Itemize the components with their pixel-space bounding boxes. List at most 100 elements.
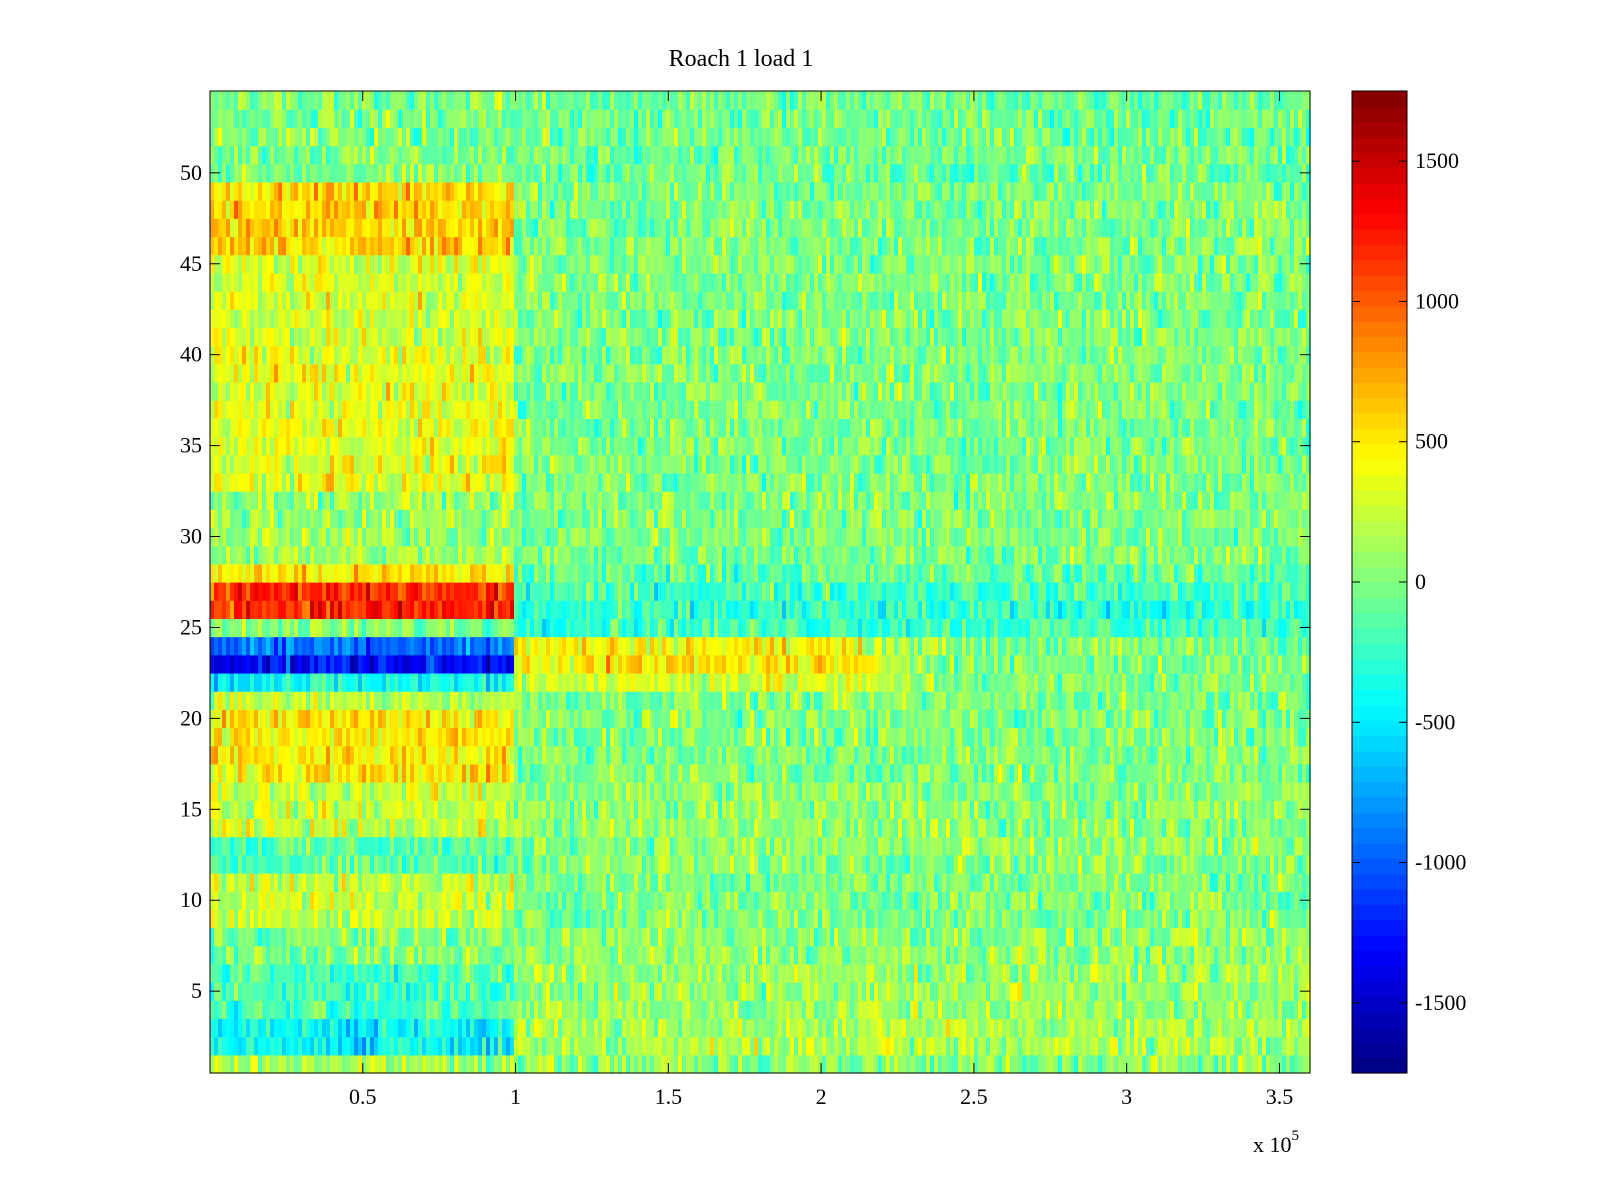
heatmap-cell — [662, 872, 667, 892]
heatmap-cell — [1174, 963, 1179, 983]
heatmap-cell — [834, 782, 839, 801]
heatmap-cell — [306, 727, 311, 747]
heatmap-cell — [1274, 945, 1279, 965]
heatmap-cell — [746, 1036, 751, 1056]
heatmap-cell — [234, 1018, 239, 1038]
heatmap-cell — [274, 927, 279, 947]
heatmap-cell — [1054, 945, 1059, 965]
heatmap-cell — [314, 727, 319, 747]
heatmap-cell — [958, 963, 963, 983]
heatmap-cell — [846, 872, 851, 892]
heatmap-cell — [394, 982, 399, 1001]
heatmap-cell — [618, 1036, 623, 1056]
heatmap-cell — [446, 818, 451, 838]
heatmap-cell — [530, 836, 535, 856]
heatmap-cell — [1206, 745, 1211, 765]
heatmap-cell — [1070, 782, 1075, 801]
heatmap-cell — [226, 1054, 231, 1074]
heatmap-cell — [766, 891, 771, 910]
heatmap-cell — [414, 745, 419, 765]
heatmap-cell — [1050, 782, 1055, 801]
heatmap-cell — [1262, 1018, 1267, 1038]
heatmap-cell — [694, 1054, 699, 1074]
heatmap-cell — [730, 1036, 735, 1056]
heatmap-cell — [534, 745, 539, 765]
heatmap-cell — [678, 909, 683, 929]
heatmap-cell — [854, 872, 859, 892]
heatmap-cell — [530, 927, 535, 947]
heatmap-cell — [246, 1018, 251, 1038]
heatmap-cell — [510, 1054, 515, 1074]
heatmap-cell — [374, 963, 379, 983]
heatmap-cell — [502, 800, 507, 820]
heatmap-cell — [1134, 836, 1139, 856]
heatmap-cell — [1042, 872, 1047, 892]
heatmap-cell — [962, 982, 967, 1001]
heatmap-cell — [1298, 1036, 1303, 1056]
heatmap-cell — [710, 927, 715, 947]
heatmap-cell — [666, 1000, 671, 1020]
heatmap-cell — [698, 963, 703, 983]
heatmap-cell — [282, 927, 287, 947]
heatmap-cell — [1154, 763, 1159, 783]
heatmap-cell — [786, 909, 791, 929]
heatmap-cell — [1278, 872, 1283, 892]
heatmap-cell — [654, 745, 659, 765]
heatmap-cell — [762, 818, 767, 838]
heatmap-cell — [1030, 1036, 1035, 1056]
heatmap-cell — [662, 963, 667, 983]
heatmap-cell — [494, 745, 499, 765]
heatmap-cell — [558, 891, 563, 910]
heatmap-cell — [318, 727, 323, 747]
heatmap-cell — [758, 763, 763, 783]
heatmap-cell — [490, 836, 495, 856]
heatmap-cell — [402, 1018, 407, 1038]
heatmap-cell — [850, 927, 855, 947]
heatmap-cell — [1002, 927, 1007, 947]
heatmap-cell — [542, 909, 547, 929]
heatmap-cell — [430, 836, 435, 856]
heatmap-cell — [482, 854, 487, 874]
heatmap-cell — [342, 836, 347, 856]
heatmap-cell — [1170, 763, 1175, 783]
heatmap-cell — [1102, 1054, 1107, 1074]
heatmap-cell — [1282, 927, 1287, 947]
heatmap-cell — [946, 945, 951, 965]
heatmap-cell — [1014, 1054, 1019, 1074]
heatmap-cell — [718, 982, 723, 1001]
heatmap-cell — [478, 1000, 483, 1020]
heatmap-cell — [418, 963, 423, 983]
heatmap-cell — [1254, 872, 1259, 892]
heatmap-cell — [270, 1000, 275, 1020]
heatmap-cell — [258, 963, 263, 983]
heatmap-cell — [218, 982, 223, 1001]
heatmap-cell — [310, 1036, 315, 1056]
heatmap-cell — [1058, 891, 1063, 910]
heatmap-cell — [790, 818, 795, 838]
heatmap-cell — [1070, 872, 1075, 892]
heatmap-cell — [254, 982, 259, 1001]
heatmap-cell — [950, 1018, 955, 1038]
heatmap-cell — [1302, 782, 1307, 801]
heatmap-cell — [630, 763, 635, 783]
heatmap-cell — [606, 927, 611, 947]
heatmap-cell — [1078, 800, 1083, 820]
heatmap-cell — [1290, 1000, 1295, 1020]
heatmap-cell — [626, 927, 631, 947]
heatmap-cell — [690, 872, 695, 892]
heatmap-cell — [714, 909, 719, 929]
heatmap-cell — [994, 872, 999, 892]
heatmap-cell — [602, 945, 607, 965]
heatmap-cell — [458, 1018, 463, 1038]
heatmap-cell — [726, 1018, 731, 1038]
heatmap-cell — [278, 727, 283, 747]
heatmap-cell — [726, 945, 731, 965]
heatmap-cell — [922, 1000, 927, 1020]
heatmap-cell — [510, 1018, 515, 1038]
heatmap-cell — [714, 945, 719, 965]
heatmap-cell — [830, 927, 835, 947]
heatmap-cell — [798, 800, 803, 820]
heatmap-cell — [310, 982, 315, 1001]
heatmap-cell — [246, 927, 251, 947]
heatmap-cell — [1010, 872, 1015, 892]
